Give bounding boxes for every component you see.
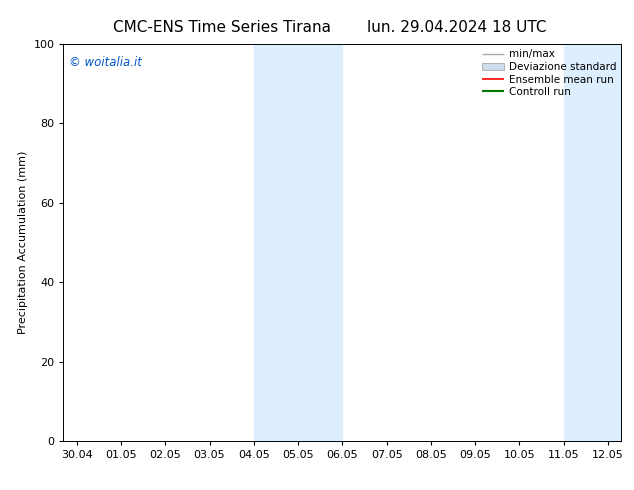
Text: CMC-ENS Time Series Tirana: CMC-ENS Time Series Tirana <box>113 20 331 35</box>
Bar <box>564 44 634 441</box>
Bar <box>254 44 342 441</box>
Text: © woitalia.it: © woitalia.it <box>69 56 142 69</box>
Legend: min/max, Deviazione standard, Ensemble mean run, Controll run: min/max, Deviazione standard, Ensemble m… <box>479 47 618 99</box>
Text: lun. 29.04.2024 18 UTC: lun. 29.04.2024 18 UTC <box>366 20 547 35</box>
Y-axis label: Precipitation Accumulation (mm): Precipitation Accumulation (mm) <box>18 151 28 334</box>
